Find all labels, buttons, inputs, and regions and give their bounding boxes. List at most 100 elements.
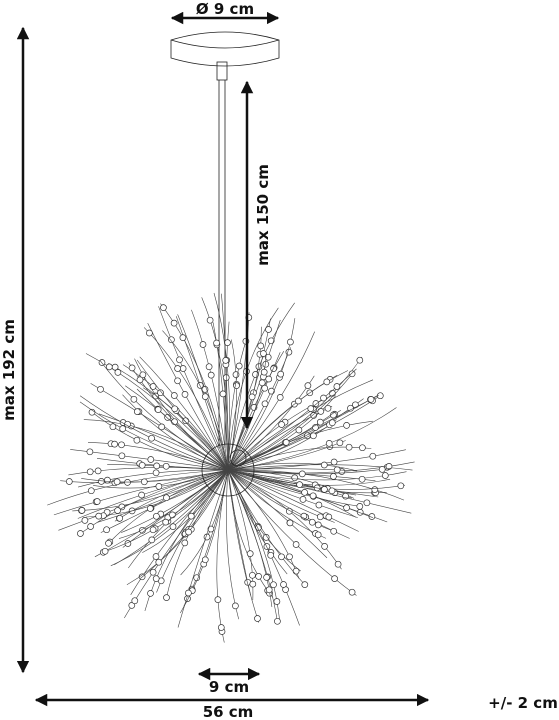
ray [227, 419, 337, 471]
crystal [232, 371, 240, 378]
crystal [246, 550, 254, 557]
crystal [162, 518, 170, 526]
crystal [331, 575, 338, 582]
dimension-label: max 150 cm [254, 164, 272, 266]
crystal [95, 512, 103, 520]
ray [213, 292, 231, 471]
crystal [133, 408, 141, 415]
crystal [274, 617, 281, 625]
crystal [87, 487, 95, 495]
crystal [270, 581, 277, 589]
crystal [65, 478, 73, 485]
crystal [119, 425, 127, 433]
crystal [301, 489, 308, 496]
crystal [309, 492, 317, 500]
crystal [146, 505, 154, 512]
crystal [114, 369, 122, 376]
crystal [314, 521, 322, 529]
crystal [278, 421, 285, 428]
crystal [124, 479, 131, 486]
crystal [93, 498, 101, 505]
crystal [201, 556, 209, 564]
crystal [381, 472, 389, 479]
crystal [343, 504, 350, 512]
crystal [114, 507, 121, 514]
ray [227, 469, 352, 499]
crystal [148, 536, 156, 544]
crystal [153, 462, 161, 470]
crystal [265, 326, 272, 333]
ray [162, 330, 229, 471]
crystal [358, 475, 366, 483]
crystal [158, 423, 166, 431]
crystal [169, 523, 177, 530]
crystal [199, 341, 207, 348]
ray [227, 469, 357, 496]
crystal [174, 377, 181, 385]
crystal [264, 353, 272, 361]
crystal [282, 439, 290, 446]
crystal [295, 397, 302, 405]
crystal [278, 553, 285, 561]
crystal [232, 602, 239, 610]
crystal [185, 589, 192, 597]
crystal [276, 394, 284, 401]
crystal [296, 481, 303, 488]
tolerance-note: +/- 2 cm [488, 694, 558, 712]
crystal [97, 478, 105, 485]
crystal [328, 419, 336, 427]
crystal [94, 467, 102, 475]
crystal [286, 519, 294, 527]
crystal [170, 392, 178, 399]
crystal [307, 405, 315, 412]
crystal [182, 417, 190, 425]
canopy-edge [170, 39, 280, 49]
crystal [285, 348, 293, 356]
crystal [262, 534, 270, 541]
crystal [155, 558, 163, 566]
crystal [213, 339, 220, 347]
hub-socket [229, 449, 247, 467]
crystal [181, 391, 189, 398]
crystal [163, 494, 170, 502]
ray [227, 469, 357, 596]
crystal [130, 395, 138, 403]
crystal [320, 461, 328, 469]
crystal [103, 526, 110, 534]
crystal [249, 580, 257, 588]
crystal [280, 581, 287, 588]
crystal [254, 615, 261, 622]
crystal [301, 581, 309, 588]
crystal [157, 389, 164, 397]
crystal [181, 539, 189, 547]
crystal [369, 452, 377, 460]
crystal [348, 370, 356, 378]
crystal [333, 383, 341, 390]
crystal [203, 533, 211, 541]
crystal [345, 443, 353, 451]
crystal [171, 405, 179, 413]
ray [227, 469, 391, 486]
crystal [316, 418, 324, 426]
ray [136, 388, 229, 471]
crystal [333, 466, 341, 474]
crystal [334, 560, 342, 568]
ray [114, 469, 229, 565]
ray [227, 469, 288, 575]
crystal [321, 486, 328, 493]
crystal [316, 513, 324, 521]
crystal [148, 434, 155, 442]
crystal [328, 487, 336, 495]
ray [177, 469, 229, 628]
ray [212, 322, 229, 471]
crystal [185, 528, 192, 536]
crystal [336, 439, 344, 447]
crystal [109, 423, 117, 431]
ray [90, 410, 229, 471]
ray [120, 469, 229, 533]
crystal [160, 304, 167, 311]
crystal [111, 440, 118, 448]
crystal [295, 426, 303, 434]
ray [58, 469, 229, 531]
dandelion-rays [47, 292, 415, 643]
